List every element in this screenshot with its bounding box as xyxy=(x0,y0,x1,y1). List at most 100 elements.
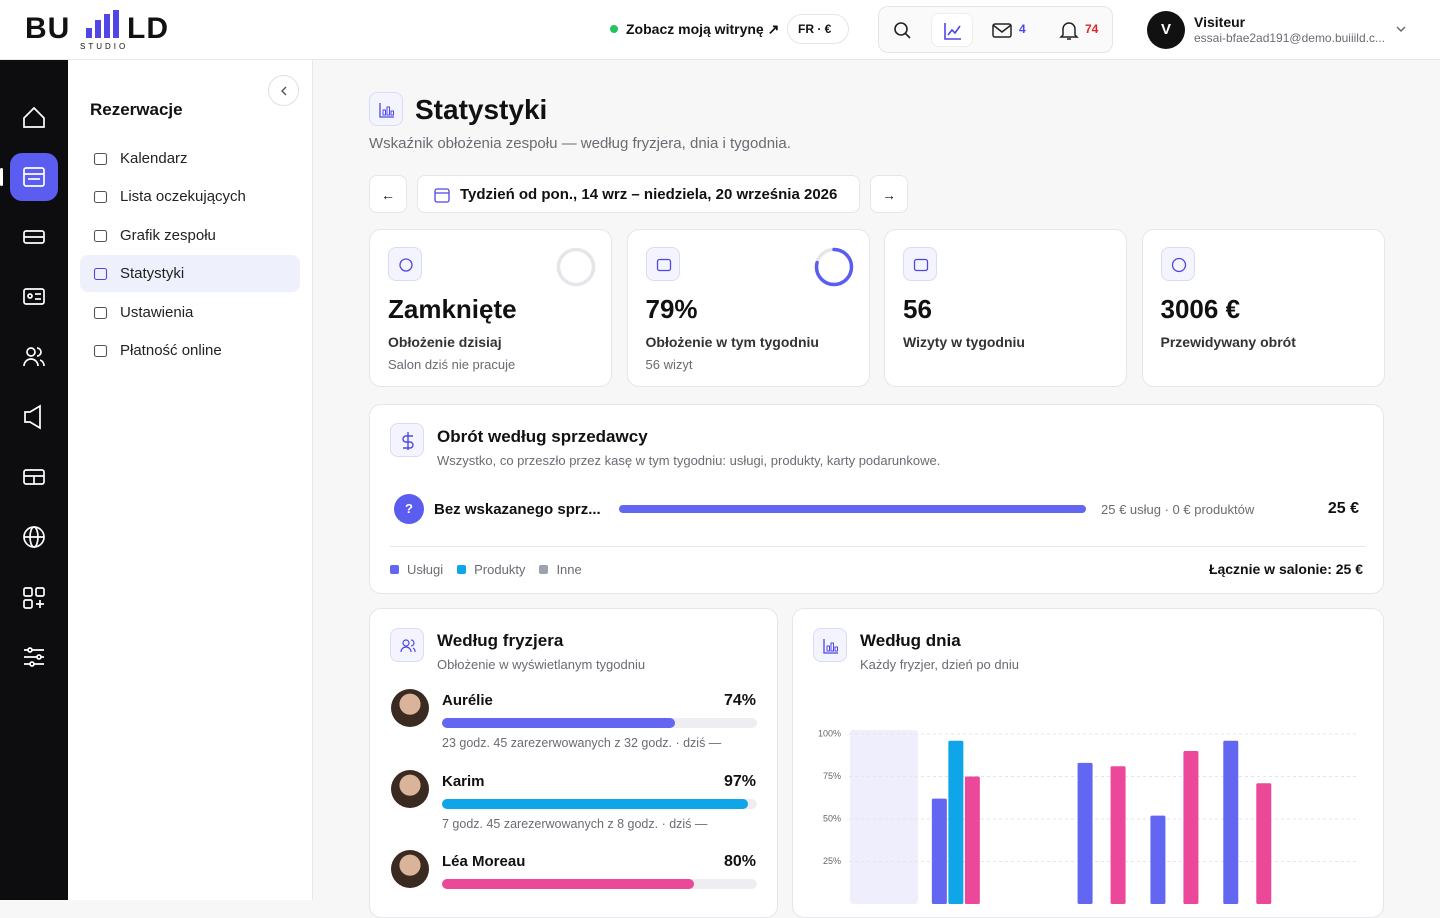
collapse-icon xyxy=(281,86,287,96)
kpi-value: Zamknięte xyxy=(388,294,517,324)
day-chart: 25% 50% 75% 100% xyxy=(818,728,1359,904)
stylist-name: Karim xyxy=(442,772,485,790)
seller-amount: 25 € xyxy=(1327,500,1359,517)
sidebar-item[interactable]: Lista oczekujących xyxy=(80,178,300,215)
site-link[interactable]: Zobacz moją witrynę ↗ xyxy=(626,21,780,37)
stylist-percent: 97% xyxy=(723,772,756,790)
stylist-detail: 7 godz. 45 zarezerwowanych z 8 godz. · d… xyxy=(442,816,708,831)
sellers-total: Łącznie w salonie: 25 € xyxy=(1208,561,1363,577)
stats-icon xyxy=(379,103,394,118)
kpi-label: Wizyty w tygodniu xyxy=(903,334,1025,350)
users-icon-box xyxy=(390,628,424,662)
legend-swatch xyxy=(539,565,549,574)
kpi-label: Obłożenie dzisiaj xyxy=(388,334,502,350)
apps-icon[interactable] xyxy=(23,587,45,609)
bell-icon[interactable] xyxy=(1059,20,1079,42)
sidebar-item[interactable]: Kalendarz xyxy=(80,140,300,177)
calendar xyxy=(913,258,929,272)
sellers-card: Obrót według sprzedawcy Wszystko, co prz… xyxy=(369,404,1384,594)
stylists-title: Według fryzjera xyxy=(437,631,564,650)
chart-subtitle: Każdy fryzjer, dzień po dniu xyxy=(860,657,1019,672)
item-label: Ustawienia xyxy=(120,303,194,321)
stats-button[interactable] xyxy=(931,13,973,47)
stylist-photo xyxy=(391,769,429,808)
header: BU LD STUDIO Zobacz moją witrynę ↗ FR · … xyxy=(0,0,1440,60)
collapse-button[interactable] xyxy=(268,75,299,106)
sidebar-item[interactable]: Grafik zespołu xyxy=(80,217,300,254)
kpi-icon-box xyxy=(1160,247,1195,281)
item-icon xyxy=(93,191,108,204)
sellers-title: Obrót według sprzedawcy xyxy=(437,427,648,446)
item-label: Lista oczekujących xyxy=(120,188,246,206)
calendar-icon[interactable] xyxy=(23,167,45,187)
clock xyxy=(399,258,413,272)
bar xyxy=(964,776,980,904)
ring xyxy=(556,247,596,287)
active-nav[interactable] xyxy=(10,153,58,201)
item-icon xyxy=(93,229,108,242)
bar xyxy=(1110,766,1126,904)
legend-label: Inne xyxy=(556,562,582,577)
y-tick-label: 100% xyxy=(818,728,841,738)
avatar[interactable]: V xyxy=(1147,11,1185,49)
y-tick-label: 25% xyxy=(823,856,841,866)
icon-shape xyxy=(93,152,108,166)
item-label: Płatność online xyxy=(120,342,222,359)
search-icon[interactable] xyxy=(893,21,913,41)
kpi-icon-box xyxy=(388,247,422,281)
week-picker[interactable]: Tydzień od pon., 14 wrz – niedziela, 20 … xyxy=(417,175,860,213)
sidebar-item[interactable]: Płatność online xyxy=(80,332,300,369)
toolbar: 4 74 xyxy=(878,6,1113,53)
kpi-label: Obłożenie w tym tygodniu xyxy=(645,334,819,350)
logo-icon xyxy=(86,10,119,38)
seller-bar xyxy=(619,505,1086,513)
kpi-card: Zamknięte Obłożenie dzisiaj Salon dziś nie… xyxy=(369,229,612,387)
mail-icon[interactable] xyxy=(992,22,1014,40)
icon-shape xyxy=(93,306,108,319)
status-dot xyxy=(610,25,618,33)
users-icon[interactable] xyxy=(23,347,45,367)
stylist-name: Léa Moreau xyxy=(442,853,526,870)
sliders-icon[interactable] xyxy=(24,647,44,667)
prev-week[interactable]: ← xyxy=(369,175,407,213)
user-name: Visiteur xyxy=(1194,14,1246,30)
chart-icon-box xyxy=(813,628,847,662)
mail-count: 4 xyxy=(1019,22,1026,36)
notif-count: 74 xyxy=(1085,22,1099,36)
item-icon xyxy=(93,344,108,358)
bar xyxy=(948,740,964,904)
divider xyxy=(390,546,1365,547)
item-icon xyxy=(93,268,108,281)
logo-sub: STUDIO xyxy=(80,42,129,51)
legend-swatch xyxy=(457,565,467,574)
ring xyxy=(814,247,853,287)
home-icon[interactable] xyxy=(23,106,45,128)
rail-icons xyxy=(23,106,45,667)
kpi-note: 56 wizyt xyxy=(645,357,693,372)
item-label: Grafik zespołu xyxy=(120,226,216,244)
lang-currency[interactable]: FR · € xyxy=(787,14,849,44)
kpi-icon xyxy=(399,258,413,272)
desk-icon[interactable] xyxy=(23,230,45,244)
card-icon[interactable] xyxy=(23,288,45,305)
sidebar-item[interactable]: Ustawienia xyxy=(80,294,300,331)
y-tick-label: 75% xyxy=(823,771,841,781)
legend-label: Usługi xyxy=(407,562,444,577)
globe-icon[interactable] xyxy=(23,526,45,548)
megaphone-icon[interactable] xyxy=(24,404,41,430)
stats-icon xyxy=(823,639,838,654)
next-week[interactable]: → xyxy=(870,175,908,213)
stylist-photo xyxy=(391,689,429,727)
sidebar-item[interactable]: Statystyki xyxy=(80,255,300,293)
user-email: essai-bfae2ad191@demo.buiiild.c... xyxy=(1194,31,1385,45)
bar xyxy=(1077,762,1093,904)
kpi-card: 3006 € Przewidywany obrót xyxy=(1141,229,1385,387)
icon-shape xyxy=(93,229,108,242)
chevron[interactable] xyxy=(1395,25,1407,35)
stylist-detail: 23 godz. 45 zarezerwowanych z 32 godz. ·… xyxy=(442,736,722,750)
logo-right: LD xyxy=(127,12,169,45)
stylists-subtitle: Obłożenie w wyświetlanym tygodniu xyxy=(437,657,646,672)
register-icon[interactable] xyxy=(23,469,45,485)
kpi-card: 56 Wizyty w tygodniu xyxy=(884,229,1127,387)
